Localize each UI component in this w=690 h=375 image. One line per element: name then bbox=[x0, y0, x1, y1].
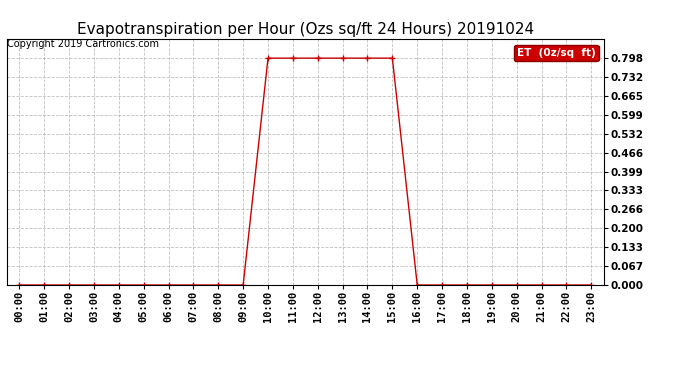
Text: Copyright 2019 Cartronics.com: Copyright 2019 Cartronics.com bbox=[7, 39, 159, 50]
Legend: ET  (0z/sq  ft): ET (0z/sq ft) bbox=[513, 45, 598, 61]
Title: Evapotranspiration per Hour (Ozs sq/ft 24 Hours) 20191024: Evapotranspiration per Hour (Ozs sq/ft 2… bbox=[77, 22, 534, 37]
